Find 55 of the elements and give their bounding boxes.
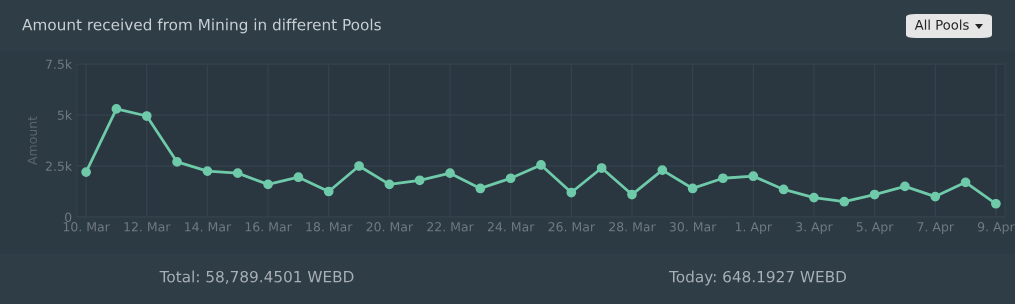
- y-tick-label: 5k: [57, 110, 73, 120]
- x-tick-label: 16. Mar: [245, 222, 292, 232]
- text: All Pools: [914, 19, 969, 30]
- point: [111, 104, 122, 114]
- point: [566, 187, 577, 198]
- text: Today: 648.1927 WEBD: [669, 270, 847, 286]
- point: [687, 183, 698, 194]
- x-tick-label: 3. Apr: [796, 222, 833, 234]
- point: [384, 179, 395, 190]
- x-tick-label: 28. Mar: [609, 222, 656, 232]
- point: [596, 163, 607, 173]
- point: [475, 183, 486, 194]
- y-tick-label: 2.5k: [45, 161, 73, 171]
- point: [81, 167, 91, 177]
- x-tick-label: 14. Mar: [185, 222, 232, 232]
- point: [900, 181, 910, 192]
- point: [748, 171, 759, 182]
- point: [627, 189, 637, 200]
- point: [960, 177, 971, 188]
- x-tick-label: 7. Apr: [917, 222, 955, 234]
- point: [141, 111, 152, 121]
- x-tick-label: 12. Mar: [124, 222, 171, 232]
- point: [869, 189, 880, 200]
- point: [657, 165, 668, 175]
- chart-title: Amount received from Mining in different Pools: [22, 18, 381, 34]
- x-tick-label: 5. Apr: [856, 222, 894, 234]
- x-tick-label: 30. Mar: [669, 222, 717, 232]
- x-tick-label: 22. Mar: [427, 222, 474, 232]
- point: [172, 157, 182, 167]
- y-tick-label: 0: [65, 212, 72, 222]
- x-tick-label: 26. Mar: [548, 222, 596, 232]
- point: [991, 198, 1001, 209]
- x-tick-label: 10. Mar: [63, 222, 110, 232]
- point: [445, 168, 455, 179]
- point: [809, 192, 819, 203]
- point: [930, 191, 941, 202]
- x-tick-label: 1. Apr: [735, 222, 773, 234]
- point: [718, 173, 728, 184]
- point: [323, 186, 334, 197]
- x-tick-label: 9. Apr: [977, 222, 1015, 234]
- point: [536, 160, 546, 170]
- text: Total: 58,789.4501 WEBD: [159, 270, 354, 284]
- x-tick-label: 20. Mar: [366, 222, 414, 232]
- point: [505, 173, 516, 184]
- y-tick-label: 7.5k: [46, 59, 73, 69]
- point: [354, 161, 364, 171]
- point: [414, 175, 425, 186]
- point: [263, 179, 273, 190]
- point: [232, 168, 243, 179]
- point: [202, 166, 213, 176]
- point: [778, 184, 789, 195]
- point: [293, 172, 304, 183]
- x-tick-label: 18. Mar: [306, 222, 353, 232]
- point: [839, 196, 850, 207]
- x-tick-label: 24. Mar: [487, 222, 535, 232]
